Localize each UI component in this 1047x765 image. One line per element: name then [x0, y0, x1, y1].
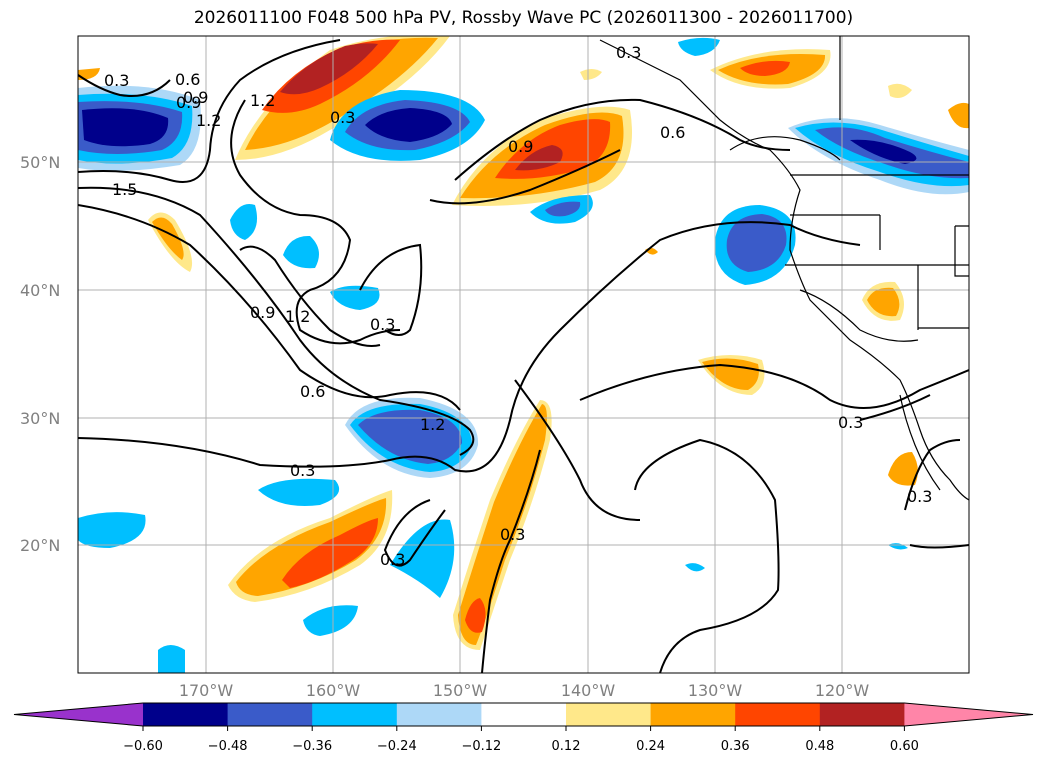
contour-label: 0.3	[290, 461, 315, 480]
positive-anomaly-east-pacific-core	[702, 358, 759, 390]
negative-anomaly-small-8	[390, 519, 455, 598]
positive-anomaly-mexico	[888, 452, 918, 486]
negative-anomaly-subtropical-core	[358, 409, 462, 464]
lat-label: 30°N	[20, 409, 60, 428]
lon-label: 160°W	[306, 681, 361, 700]
positive-anomaly-california-core	[867, 287, 900, 317]
positive-anomaly-north-ridge-mid	[245, 37, 438, 150]
contour-label: 1.2	[285, 307, 310, 326]
contour-label: 0.3	[380, 550, 405, 569]
positive-anomaly-north-ridge-peak	[280, 43, 378, 95]
contour-label: 0.3	[370, 315, 395, 334]
positive-anomaly-small-ne	[888, 83, 912, 98]
negative-anomaly-small-5	[78, 512, 146, 548]
lon-label: 140°W	[561, 681, 616, 700]
colorbar-tick-label: −0.12	[461, 739, 501, 754]
positive-anomaly-west-small-core	[152, 217, 184, 260]
positive-anomaly-subtropical-band-core	[282, 518, 378, 588]
colorbar-tick-label: 0.60	[890, 739, 919, 754]
negative-anomaly-tiny-2	[888, 543, 908, 550]
positive-anomaly-far-west	[78, 68, 100, 80]
contour-label: 0.3	[104, 71, 129, 90]
colorbar-tick-label: −0.24	[377, 739, 417, 754]
map-frame	[77, 35, 970, 674]
figure-title: 2026011100 F048 500 hPa PV, Rossby Wave …	[193, 8, 854, 28]
contour-label: 0.9	[250, 303, 275, 322]
colorbar-segment	[650, 703, 736, 726]
colorbar-segment	[735, 703, 821, 726]
colorbar-segment	[396, 703, 482, 726]
latitude-labels: 50°N 40°N 30°N 20°N	[20, 153, 60, 555]
positive-anomaly-northeast-core	[740, 60, 790, 76]
positive-anomaly-top-small	[580, 69, 602, 80]
colorbar-segment	[566, 703, 652, 726]
colorbar-extend-max	[904, 703, 1033, 726]
contour-label: 0.3	[907, 487, 932, 506]
contour-label: 0.3	[616, 43, 641, 62]
contour-label: 0.6	[175, 70, 200, 89]
contour-label: 0.3	[500, 525, 525, 544]
colorbar-segment	[143, 703, 229, 726]
negative-anomaly-northwest-peak	[82, 108, 169, 147]
negative-anomaly-top-small	[678, 37, 720, 56]
negative-anomaly-small-3	[330, 285, 380, 310]
contour-label: 1.5	[112, 180, 137, 199]
contour-label: 1.2	[250, 91, 275, 110]
longitude-labels: 170°W 160°W 150°W 140°W 130°W 120°W	[179, 681, 870, 700]
colorbar-tick-label: −0.48	[208, 739, 248, 754]
negative-anomaly-small-7	[158, 645, 185, 673]
map-panel: 0.3 0.6 0.9 1.2 0.3 1.5 0.3 0.9 0.6 0.9 …	[78, 36, 969, 673]
colorbar-tick-label: 0.36	[721, 739, 750, 754]
lon-label: 120°W	[815, 681, 870, 700]
colorbar-tick-label: −0.36	[292, 739, 332, 754]
negative-anomaly-small-1	[230, 204, 258, 240]
negative-anomaly-northeast-band-peak	[850, 139, 917, 164]
contour-label: 0.9	[176, 93, 201, 112]
positive-anomaly-narrow-ridge-mid	[458, 404, 547, 645]
negative-anomaly-north-central-peak	[365, 108, 452, 142]
negative-anomaly-coast-core	[726, 214, 787, 272]
colorbar-segment	[819, 703, 905, 726]
contour-label: 0.9	[508, 137, 533, 156]
positive-anomaly-narrow-ridge-core	[465, 598, 486, 633]
colorbar: −0.60 −0.48 −0.36 −0.24 −0.12 0.12 0.24 0.36 0.4…	[13, 702, 1034, 754]
contour-label: 0.6	[300, 382, 325, 401]
lat-label: 20°N	[20, 536, 60, 555]
colorbar-tick-label: 0.48	[805, 739, 834, 754]
colorbar-tick-label: 0.24	[636, 739, 665, 754]
graticule	[78, 36, 969, 673]
lat-label: 50°N	[20, 153, 60, 172]
negative-anomaly-small-4	[258, 478, 340, 506]
lon-label: 130°W	[688, 681, 743, 700]
contour-label: 1.2	[196, 111, 221, 130]
colorbar-segment	[312, 703, 398, 726]
negative-anomaly-small-6	[303, 605, 358, 636]
lon-label: 170°W	[179, 681, 234, 700]
contour-label: 0.6	[660, 123, 685, 142]
positive-anomaly-subtropical-band-mid	[236, 498, 387, 596]
coastlines	[599, 36, 969, 501]
contour-label: 0.9	[183, 88, 208, 107]
pv-anomaly-shading	[78, 36, 969, 673]
contour-label: 0.3	[330, 108, 355, 127]
positive-anomaly-right-edge	[948, 102, 969, 129]
contour-label: 1.2	[420, 415, 445, 434]
colorbar-segment	[481, 703, 567, 726]
lat-label: 40°N	[20, 281, 60, 300]
negative-anomaly-small-2	[283, 235, 319, 269]
negative-anomaly-tiny	[685, 563, 705, 572]
contour-labels: 0.3 0.6 0.9 1.2 0.3 1.5 0.3 0.9 0.6 0.9 …	[104, 43, 932, 569]
colorbar-tick-label: 0.12	[552, 739, 581, 754]
colorbar-tick-label: −0.60	[123, 739, 163, 754]
lon-label: 150°W	[433, 681, 488, 700]
contour-label: 0.3	[838, 413, 863, 432]
colorbar-segment	[227, 703, 313, 726]
negative-anomaly-gulf-south-core	[545, 201, 581, 217]
pv-contours	[78, 39, 969, 673]
positive-anomaly-gulf-peak	[515, 145, 563, 171]
colorbar-extend-min	[14, 703, 143, 726]
